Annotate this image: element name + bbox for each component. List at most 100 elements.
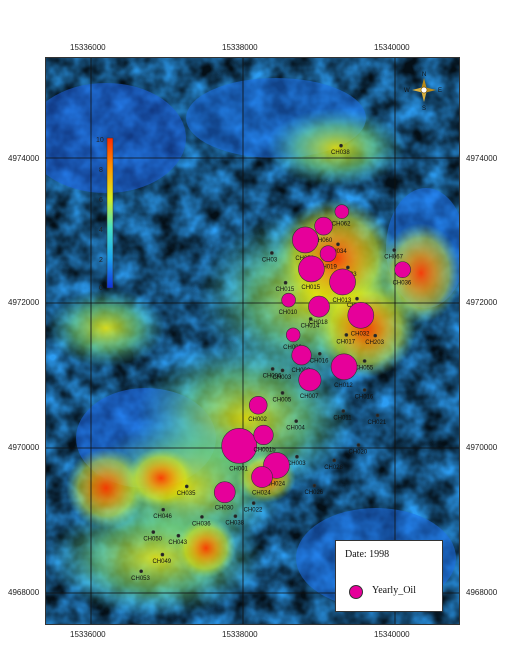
well-marker[interactable]: CH03 — [262, 251, 278, 263]
well-marker[interactable]: CH018 — [308, 295, 330, 326]
well-label: CH036 — [192, 521, 211, 527]
well-marker[interactable]: CH038 — [331, 143, 350, 156]
well-marker[interactable]: CH008 — [291, 345, 312, 374]
well-label: CH002 — [248, 417, 267, 423]
well-label: CH032 — [351, 331, 370, 337]
legend-symbol-icon — [349, 585, 363, 599]
well-marker[interactable]: CH012 — [330, 353, 358, 389]
well-marker[interactable]: CH014 — [301, 317, 320, 329]
compass-w: W — [404, 88, 410, 94]
well-marker[interactable]: CH006 — [263, 367, 282, 379]
well-bubble — [344, 333, 349, 337]
well-label: CH013 — [333, 298, 352, 304]
color-bar-tick: 2 — [99, 257, 103, 264]
well-marker[interactable]: CH001 — [221, 427, 258, 472]
well-marker[interactable]: CH024 — [251, 466, 273, 497]
wells-layer: CH038CH062CH060CH034CH059CH03CH067CH019C… — [131, 143, 412, 582]
well-label: CH036 — [393, 281, 412, 287]
color-bar-tick: 10 — [96, 137, 104, 144]
x-tick-top: 15340000 — [374, 43, 410, 52]
well-marker[interactable]: CH036 — [393, 261, 412, 287]
well-marker[interactable]: CH009 — [283, 327, 302, 351]
well-marker[interactable]: CH034 — [328, 242, 347, 255]
well-marker[interactable]: CH062 — [332, 204, 351, 228]
well-marker[interactable]: CH017 — [336, 333, 356, 345]
well-marker[interactable]: CH016 — [310, 351, 329, 364]
well-label: CH203 — [365, 340, 384, 346]
well-marker[interactable]: CH015 — [276, 280, 295, 293]
color-bar-tick: 4 — [99, 227, 103, 234]
x-tick-bottom: 15336000 — [70, 630, 106, 639]
well-label: CH012 — [334, 383, 353, 389]
well-bubble — [248, 395, 268, 415]
well-label: CH016 — [355, 395, 374, 401]
well-marker[interactable]: CH005 — [273, 391, 292, 403]
well-marker[interactable]: CH013 — [329, 268, 356, 304]
well-marker[interactable]: CH043 — [168, 533, 188, 546]
well-label: CH004 — [286, 426, 305, 432]
well-marker[interactable]: CH032 — [347, 302, 375, 337]
well-marker[interactable]: CH007 — [298, 368, 322, 400]
color-bar-ramp — [106, 137, 114, 289]
well-marker[interactable]: CH035 — [177, 484, 196, 497]
well-label: CH015 — [276, 287, 295, 293]
well-label: CH028 — [324, 465, 343, 471]
well-marker[interactable]: CH067 — [384, 248, 404, 261]
well-bubble — [283, 280, 288, 285]
well-label: CH053 — [131, 576, 150, 582]
well-bubble — [291, 345, 312, 366]
well-bubble — [281, 292, 296, 308]
well-marker[interactable]: CH022 — [244, 501, 263, 514]
well-label: CH018 — [309, 320, 328, 326]
compass-rose-icon: N S E W — [404, 72, 442, 112]
color-bar-tick: 6 — [99, 197, 103, 204]
well-bubble — [336, 242, 340, 247]
well-label: CH015 — [301, 285, 320, 291]
well-label: CH034 — [328, 249, 347, 255]
well-label: CH030 — [215, 506, 234, 512]
well-marker[interactable]: CH010 — [279, 292, 298, 316]
well-marker[interactable]: CH015 — [298, 255, 325, 291]
well-marker[interactable]: CH001b — [253, 424, 277, 454]
well-marker[interactable]: CH011 — [333, 409, 352, 422]
well-marker[interactable]: CH002 — [248, 395, 268, 423]
well-marker[interactable]: CH020 — [349, 443, 368, 456]
x-tick-top: 15338000 — [222, 43, 258, 52]
well-bubble — [298, 368, 322, 392]
compass-s: S — [422, 106, 426, 112]
well-bubble — [280, 391, 285, 395]
well-marker[interactable]: CH026 — [304, 483, 324, 496]
well-bubble — [355, 296, 359, 301]
well-label: CH003 — [287, 461, 306, 467]
y-tick-left: 4970000 — [8, 443, 40, 452]
well-marker[interactable]: CH021 — [368, 413, 387, 426]
well-marker[interactable]: CH038 — [225, 514, 245, 527]
well-marker[interactable]: CH046 — [153, 507, 173, 520]
well-marker[interactable]: CH036 — [192, 515, 211, 527]
well-label: CH010 — [279, 310, 298, 316]
well-marker[interactable]: CH060 — [314, 216, 333, 244]
well-bubble — [330, 353, 358, 381]
well-marker[interactable]: CH203 — [365, 333, 385, 346]
well-marker[interactable]: CH028 — [324, 458, 344, 471]
well-marker[interactable]: CH053 — [131, 569, 150, 582]
well-label: CH024 — [252, 491, 271, 497]
well-marker[interactable]: CH050 — [143, 530, 163, 543]
well-marker[interactable]: CH019 — [318, 245, 337, 271]
well-marker[interactable]: CH004 — [286, 419, 306, 432]
color-bar-tick: 8 — [99, 167, 103, 174]
well-marker[interactable]: CH055 — [355, 359, 374, 372]
well-marker[interactable]: CH003 — [287, 454, 306, 467]
well-bubble — [280, 368, 285, 373]
x-tick-bottom: 15338000 — [222, 630, 258, 639]
well-label: CH017 — [336, 339, 355, 345]
well-marker[interactable]: CH003 — [273, 368, 292, 381]
well-label: CH050 — [143, 537, 162, 543]
y-tick-right: 4968000 — [466, 588, 498, 597]
well-marker[interactable]: CH016 — [355, 388, 374, 401]
well-bubble — [270, 367, 275, 371]
well-marker[interactable]: CH030 — [213, 481, 236, 512]
map-canvas[interactable]: 10 8 6 4 2 0 N S E W CH038 CH062 CH060 CH03… — [45, 57, 460, 625]
well-marker[interactable]: CH049 — [152, 552, 172, 565]
